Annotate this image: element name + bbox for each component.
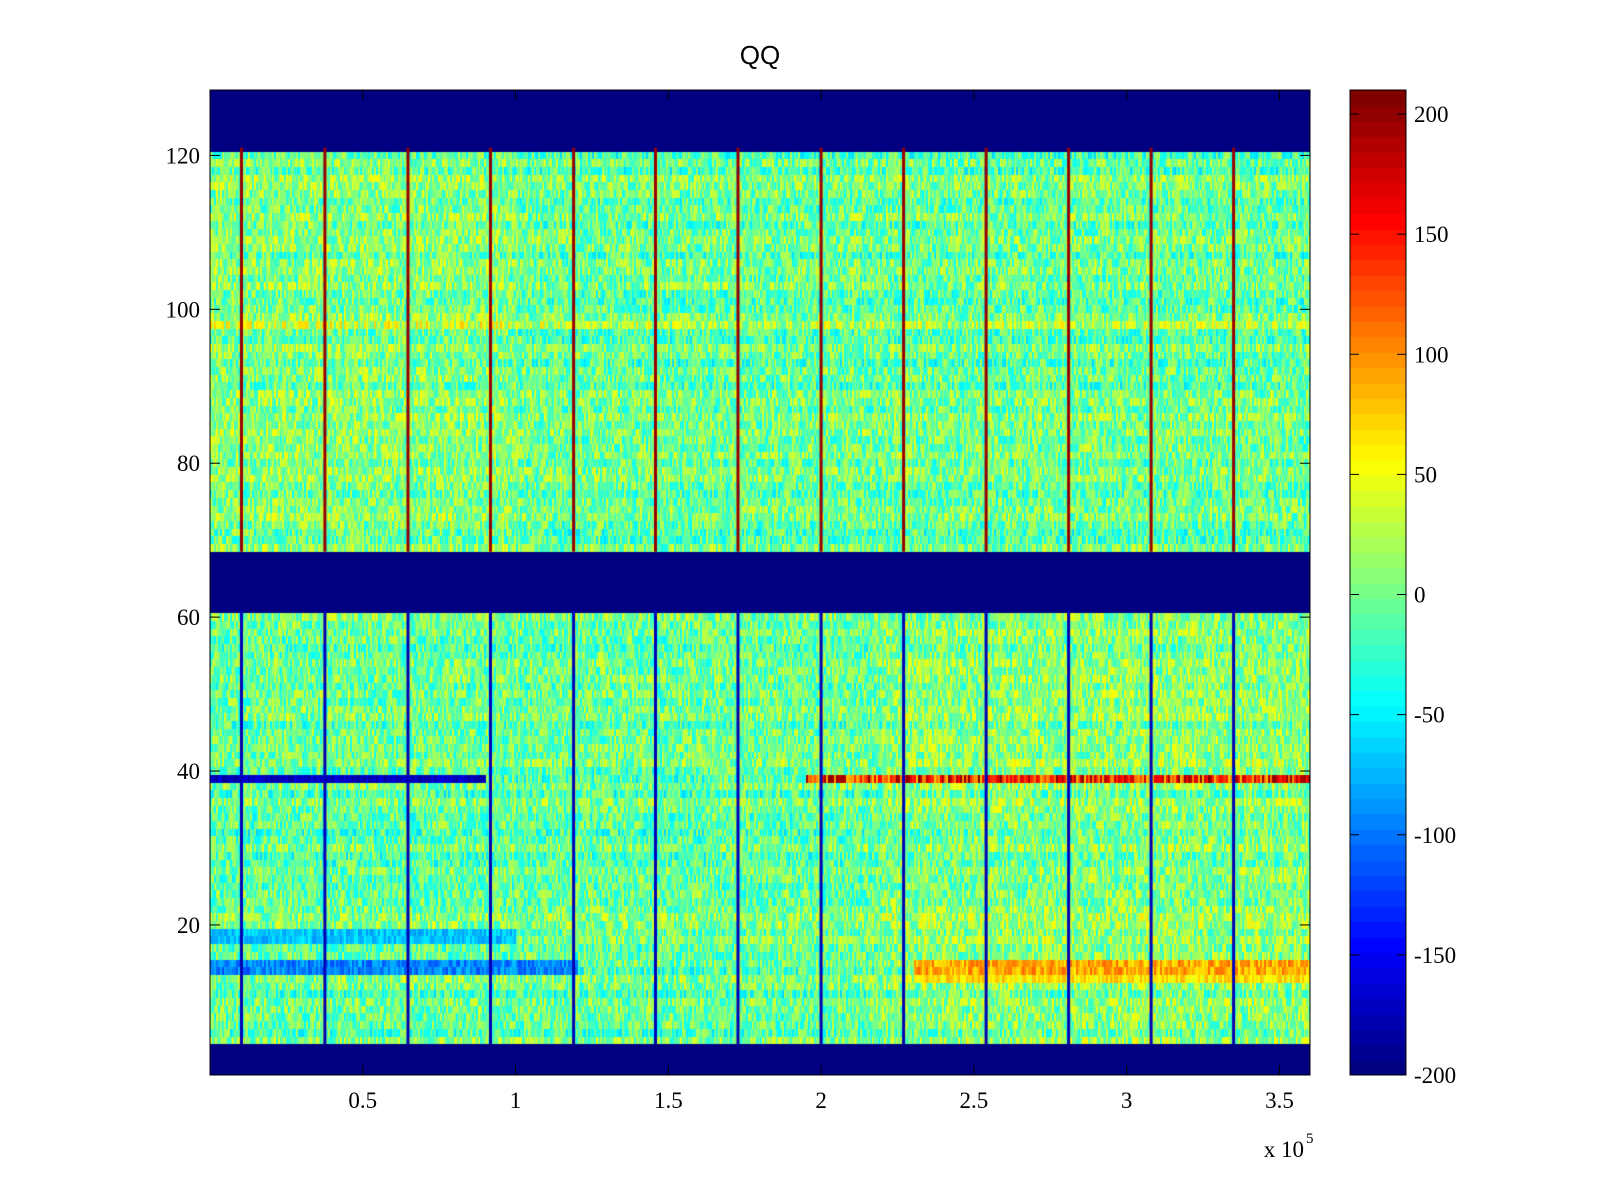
- colorbar-tick-label: 50: [1414, 462, 1437, 487]
- y-tick-label: 120: [166, 143, 201, 168]
- colorbar-tick-label: -50: [1414, 703, 1445, 728]
- x-tick-label: 2: [815, 1088, 827, 1113]
- colorbar-tick-label: 100: [1414, 342, 1449, 367]
- colorbar: [1350, 90, 1406, 1075]
- x-tick-label: 3: [1121, 1088, 1133, 1113]
- colorbar-tick-label: 0: [1414, 583, 1426, 608]
- y-tick-label: 80: [177, 451, 200, 476]
- x-multiplier-label: x 10: [1264, 1137, 1304, 1162]
- x-tick-label: 0.5: [348, 1088, 377, 1113]
- x-tick-label: 3.5: [1265, 1088, 1294, 1113]
- colorbar-tick-label: -200: [1414, 1063, 1456, 1088]
- y-tick-label: 100: [166, 297, 201, 322]
- x-tick-label: 1.5: [654, 1088, 683, 1113]
- colorbar-tick-label: -100: [1414, 823, 1456, 848]
- colorbar-tick-label: 150: [1414, 222, 1449, 247]
- colorbar-tick-label: 200: [1414, 102, 1449, 127]
- chart-title: QQ: [739, 40, 781, 70]
- x-tick-label: 2.5: [960, 1088, 989, 1113]
- y-tick-label: 20: [177, 913, 200, 938]
- y-tick-label: 60: [177, 605, 200, 630]
- x-multiplier-exponent: 5: [1306, 1131, 1314, 1147]
- colorbar-tick-label: -150: [1414, 943, 1456, 968]
- x-tick-label: 1: [510, 1088, 522, 1113]
- y-tick-label: 40: [177, 759, 200, 784]
- heatmap-plot-area: [210, 90, 1310, 1075]
